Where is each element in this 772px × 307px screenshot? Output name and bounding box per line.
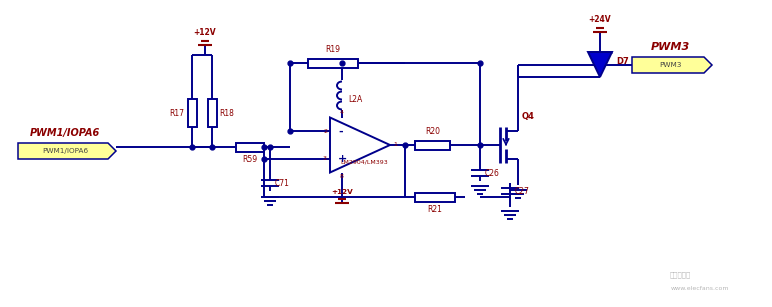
Text: www.elecfans.com: www.elecfans.com [671, 286, 730, 292]
FancyBboxPatch shape [415, 192, 455, 201]
Text: +: + [338, 154, 347, 164]
Text: PWM1/IOPA6: PWM1/IOPA6 [30, 128, 100, 138]
Text: 8: 8 [340, 174, 344, 180]
Polygon shape [588, 52, 612, 77]
Text: 2: 2 [323, 129, 327, 134]
Text: LM2904/LM393: LM2904/LM393 [340, 159, 388, 164]
Text: D7: D7 [616, 57, 628, 67]
Polygon shape [330, 118, 390, 173]
Text: Q4: Q4 [522, 112, 535, 122]
Text: C26: C26 [485, 169, 500, 177]
Text: +12V: +12V [194, 28, 216, 37]
Polygon shape [632, 57, 712, 73]
Text: L2A: L2A [348, 95, 362, 104]
Text: +24V: +24V [589, 15, 611, 24]
Text: 4: 4 [340, 111, 344, 115]
FancyBboxPatch shape [236, 142, 264, 151]
Text: R17: R17 [170, 108, 185, 118]
Text: 1: 1 [393, 142, 397, 147]
Text: R19: R19 [326, 45, 340, 55]
FancyBboxPatch shape [208, 99, 216, 127]
Text: R21: R21 [428, 205, 442, 215]
FancyBboxPatch shape [308, 59, 358, 68]
Text: R59: R59 [242, 156, 258, 165]
FancyBboxPatch shape [188, 99, 197, 127]
Text: C27: C27 [515, 186, 530, 196]
Text: -: - [338, 126, 343, 136]
Text: +12V: +12V [331, 188, 353, 195]
FancyBboxPatch shape [415, 141, 450, 150]
Polygon shape [18, 143, 116, 159]
Text: R18: R18 [219, 108, 235, 118]
Text: C71: C71 [275, 178, 290, 188]
Text: PWM1/IOPA6: PWM1/IOPA6 [42, 148, 88, 154]
Text: 电子发烧友: 电子发烧友 [669, 272, 691, 278]
Text: PWM3: PWM3 [659, 62, 681, 68]
Text: PWM3: PWM3 [650, 42, 689, 52]
Text: R20: R20 [425, 127, 440, 137]
Text: 3: 3 [323, 156, 327, 161]
